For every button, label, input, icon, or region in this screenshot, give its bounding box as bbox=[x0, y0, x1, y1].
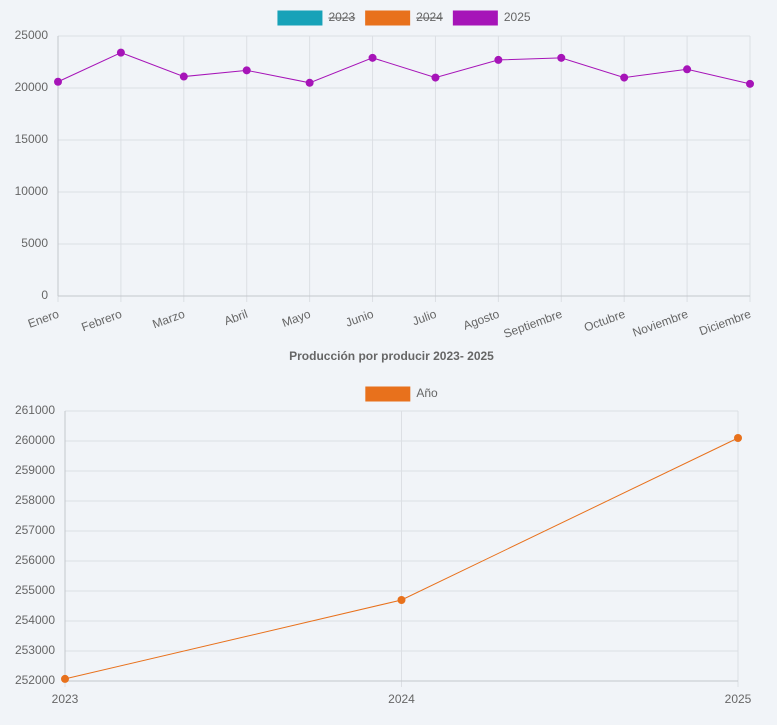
data-point bbox=[397, 596, 406, 604]
data-point bbox=[242, 66, 251, 75]
data-point bbox=[494, 55, 503, 64]
legend-swatch bbox=[452, 10, 498, 26]
x-tick-label: Septiembre bbox=[502, 307, 565, 341]
x-tick-label: Mayo bbox=[280, 307, 313, 330]
x-tick-label: Octubre bbox=[582, 307, 627, 335]
x-tick-label: Noviembre bbox=[631, 307, 691, 340]
data-point bbox=[431, 73, 440, 82]
series-line bbox=[57, 52, 751, 85]
chart-title: Producción por producir 2023- 2025 bbox=[289, 349, 494, 363]
data-point bbox=[179, 72, 188, 81]
data-point bbox=[620, 73, 629, 82]
y-tick-label: 258000 bbox=[15, 493, 55, 507]
y-tick-label: 25000 bbox=[15, 28, 49, 42]
y-tick-label: 252000 bbox=[15, 673, 55, 687]
data-point bbox=[61, 674, 69, 683]
x-tick-label: 2023 bbox=[52, 692, 79, 706]
y-tick-label: 257000 bbox=[15, 523, 55, 537]
y-tick-label: 261000 bbox=[15, 403, 55, 417]
data-point bbox=[368, 53, 377, 62]
y-tick-label: 253000 bbox=[15, 643, 55, 657]
data-point bbox=[683, 65, 692, 74]
y-tick-label: 259000 bbox=[15, 463, 55, 477]
x-tick-label: Agosto bbox=[461, 307, 501, 333]
y-tick-label: 5000 bbox=[21, 236, 48, 250]
x-tick-label: 2025 bbox=[725, 692, 752, 706]
y-tick-label: 256000 bbox=[15, 553, 55, 567]
legend-label: 2023 bbox=[328, 10, 355, 24]
data-point bbox=[116, 48, 125, 57]
data-point bbox=[557, 53, 566, 62]
data-point bbox=[54, 77, 62, 86]
y-tick-label: 254000 bbox=[15, 613, 55, 627]
x-tick-label: 2024 bbox=[388, 692, 415, 706]
legend-label: Año bbox=[416, 386, 438, 400]
x-tick-label: Junio bbox=[344, 307, 376, 330]
data-point bbox=[734, 434, 742, 442]
y-tick-label: 255000 bbox=[15, 583, 55, 597]
legend-label: 2024 bbox=[416, 10, 443, 24]
y-tick-label: 260000 bbox=[15, 433, 55, 447]
x-tick-label: Diciembre bbox=[697, 307, 753, 339]
legend-label: 2025 bbox=[504, 10, 531, 24]
y-tick-label: 20000 bbox=[15, 80, 49, 94]
x-tick-label: Enero bbox=[26, 307, 61, 331]
x-tick-label: Julio bbox=[410, 307, 438, 329]
y-tick-label: 10000 bbox=[15, 184, 49, 198]
legend-swatch bbox=[365, 10, 411, 26]
x-tick-label: Marzo bbox=[151, 307, 187, 332]
y-tick-label: 15000 bbox=[15, 132, 49, 146]
x-tick-label: Febrero bbox=[79, 307, 124, 335]
legend-swatch bbox=[365, 386, 411, 402]
y-tick-label: 0 bbox=[41, 288, 48, 302]
legend-swatch bbox=[277, 10, 323, 26]
x-tick-label: Abril bbox=[222, 307, 249, 328]
data-point bbox=[746, 79, 754, 88]
data-point bbox=[305, 78, 314, 87]
